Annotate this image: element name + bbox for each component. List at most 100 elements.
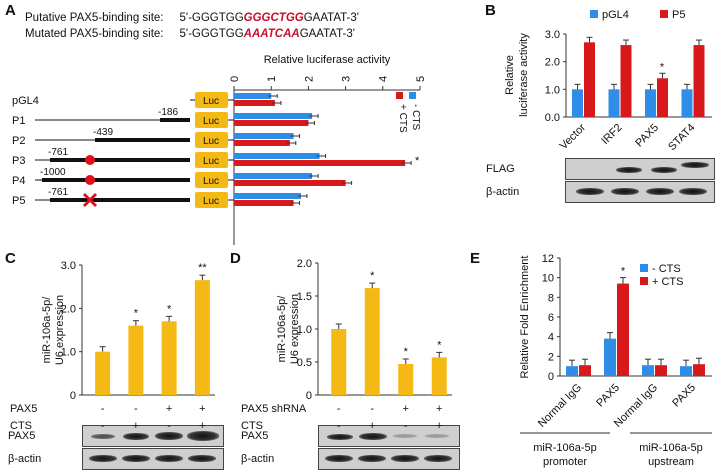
chart-b-category-label: STAT4 bbox=[666, 122, 698, 154]
chart-b-tick-label: 2.0 bbox=[545, 57, 560, 69]
chart-a-tick-label: 1 bbox=[266, 76, 278, 82]
bar-pgl4 bbox=[608, 89, 620, 117]
panel-letter-e: E bbox=[470, 250, 481, 267]
chart-d-condition-value: - bbox=[337, 403, 341, 415]
legend-b-swatch-p5 bbox=[660, 10, 668, 18]
chart-c-tick-label: 1.0 bbox=[61, 347, 76, 359]
mutated-site-cross bbox=[82, 192, 98, 208]
blot-c-label-0: PAX5 bbox=[8, 430, 36, 442]
chart-c-condition-value: + bbox=[166, 403, 172, 415]
blot-band bbox=[425, 434, 449, 438]
luc-box bbox=[195, 132, 228, 148]
bar-minus-cts bbox=[642, 365, 654, 376]
blot-band bbox=[325, 455, 353, 462]
chart-b-tick-label: 1.0 bbox=[545, 84, 560, 96]
blot-c-actin bbox=[82, 448, 224, 470]
legend-a-minus-label: - CTS bbox=[410, 104, 421, 130]
blot-b-flag bbox=[565, 158, 715, 180]
chart-c-condition-value: - bbox=[134, 403, 138, 415]
luc-label: Luc bbox=[203, 156, 219, 167]
blot-d-actin bbox=[318, 448, 460, 470]
chart-c-condition-value: + bbox=[199, 420, 205, 432]
chart-d-ylabel: miR-106a-5p/ bbox=[276, 295, 288, 363]
blot-band bbox=[155, 432, 183, 440]
chart-e-category-label: Normal IgG bbox=[536, 382, 584, 430]
blot-b-label-1: β-actin bbox=[486, 186, 520, 198]
significance-marker: ** bbox=[198, 262, 207, 274]
blot-band bbox=[616, 167, 642, 173]
bar-plus-cts bbox=[617, 283, 629, 376]
blot-band bbox=[576, 188, 604, 195]
chart-d-condition-label: PAX5 shRNA bbox=[241, 403, 307, 415]
chart-b-ylabel: Relative bbox=[504, 55, 516, 95]
putative-suffix: GAATAT-3' bbox=[303, 12, 359, 24]
luc-box bbox=[195, 112, 228, 128]
blot-band bbox=[611, 188, 639, 195]
blot-band bbox=[327, 434, 353, 440]
blot-b-actin bbox=[565, 181, 715, 203]
chart-e-ylabel: Relative Fold Enrichment bbox=[519, 256, 531, 379]
blot-band bbox=[424, 455, 452, 462]
panel-letter-c: C bbox=[5, 250, 16, 267]
legend-a-swatch-plus bbox=[396, 92, 403, 99]
chart-d-condition-value: + bbox=[436, 420, 442, 432]
chart-c-ylabel: miR-106a-5p/ bbox=[41, 296, 53, 364]
bar-minus-cts bbox=[234, 133, 294, 139]
construct-label: P4 bbox=[12, 175, 25, 187]
luc-label: Luc bbox=[203, 116, 219, 127]
chart-c-tick-label: 3.0 bbox=[61, 260, 76, 272]
chart-b-category-label: IRF2 bbox=[599, 122, 624, 147]
bar-minus-cts bbox=[234, 193, 301, 199]
chart-d-tick-label: 2.0 bbox=[297, 258, 312, 270]
significance-marker: * bbox=[370, 270, 375, 282]
chart-c-condition-label: CTS bbox=[10, 420, 32, 432]
blot-d-label-0: PAX5 bbox=[241, 430, 269, 442]
mutated-label: Mutated PAX5-binding site: bbox=[25, 28, 164, 40]
blot-band bbox=[651, 167, 677, 173]
luc-label: Luc bbox=[203, 176, 219, 187]
chart-b-category-label: PAX5 bbox=[633, 122, 661, 150]
bar-p5 bbox=[657, 78, 668, 117]
chart-d-bar bbox=[331, 329, 347, 395]
chart-e-tick-label: 6 bbox=[548, 312, 554, 324]
blot-band bbox=[679, 188, 707, 195]
legend-e-swatch-minus bbox=[640, 264, 648, 272]
legend-b-swatch-pgl4 bbox=[590, 10, 598, 18]
chart-d-condition-value: - bbox=[404, 420, 408, 432]
chart-d-tick-label: 1.5 bbox=[297, 291, 312, 303]
pax5-site-marker bbox=[85, 155, 95, 165]
blot-band bbox=[391, 455, 419, 462]
significance-marker: * bbox=[660, 61, 665, 73]
blot-band bbox=[393, 434, 417, 438]
bar-p5 bbox=[620, 45, 632, 117]
blot-band bbox=[122, 455, 150, 462]
chart-e-tick-label: 8 bbox=[548, 292, 554, 304]
significance-marker: * bbox=[404, 346, 409, 358]
promoter-position-label: -761 bbox=[48, 187, 68, 198]
chart-c-condition-value: + bbox=[199, 403, 205, 415]
bar-plus-cts bbox=[579, 365, 591, 376]
bar-minus-cts bbox=[680, 366, 692, 376]
chart-d-bar bbox=[364, 288, 380, 395]
chart-d-tick-label: 0.5 bbox=[297, 357, 312, 369]
mutated-sequence: Mutated PAX5-binding site: 5'-GGGTGGAAAT… bbox=[25, 28, 355, 40]
bar-minus-cts bbox=[234, 153, 320, 159]
bar-plus-cts bbox=[655, 365, 667, 376]
chart-b-tick-label: 3.0 bbox=[545, 29, 560, 41]
bar-minus-cts bbox=[604, 338, 616, 376]
chart-c-condition-value: + bbox=[133, 420, 139, 432]
chart-e-category-label: PAX5 bbox=[594, 382, 622, 410]
blot-d-label-1: β-actin bbox=[241, 453, 275, 465]
chart-d-ylabel: U6 expression bbox=[289, 294, 301, 364]
chart-c-tick-label: 2.0 bbox=[61, 303, 76, 315]
promoter-position-label: -761 bbox=[48, 147, 68, 158]
panel-letter-b: B bbox=[485, 2, 496, 19]
group-label-promoter: promoter bbox=[543, 456, 587, 468]
chart-d-tick-label: 0 bbox=[306, 390, 312, 402]
chart-d-condition-value: + bbox=[403, 403, 409, 415]
bar-p5 bbox=[693, 45, 705, 117]
significance-marker: * bbox=[415, 155, 420, 167]
chart-c-bar bbox=[95, 351, 111, 395]
chart-b-category-label: Vector bbox=[558, 121, 589, 152]
